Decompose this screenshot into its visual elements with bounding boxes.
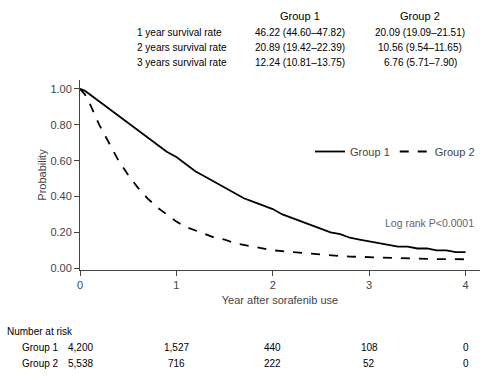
- svg-text:6.76 (5.71–7.90): 6.76 (5.71–7.90): [384, 57, 457, 68]
- svg-text:Year after sorafenib use: Year after sorafenib use: [222, 294, 338, 306]
- svg-text:20.89 (19.42–22.39): 20.89 (19.42–22.39): [255, 42, 345, 53]
- svg-text:3: 3: [366, 279, 372, 291]
- svg-text:0: 0: [77, 279, 83, 291]
- svg-text:222: 222: [264, 358, 281, 369]
- svg-text:108: 108: [361, 342, 378, 353]
- svg-text:Group 2: Group 2: [435, 146, 475, 158]
- svg-text:Group 1: Group 1: [280, 10, 320, 22]
- svg-text:Group 1: Group 1: [22, 342, 59, 353]
- svg-text:Number at risk: Number at risk: [7, 326, 73, 337]
- svg-text:4: 4: [462, 279, 468, 291]
- svg-text:716: 716: [168, 358, 185, 369]
- svg-text:0: 0: [463, 342, 469, 353]
- svg-text:4,200: 4,200: [68, 342, 93, 353]
- svg-text:1 year survival rate: 1 year survival rate: [137, 27, 222, 38]
- svg-text:0.80: 0.80: [50, 119, 71, 131]
- svg-text:46.22 (44.60–47.82): 46.22 (44.60–47.82): [255, 27, 345, 38]
- svg-text:Group 2: Group 2: [22, 358, 59, 369]
- svg-text:1.00: 1.00: [50, 83, 71, 95]
- svg-text:1: 1: [173, 279, 179, 291]
- svg-text:0.00: 0.00: [50, 262, 71, 274]
- svg-text:Group 2: Group 2: [400, 10, 440, 22]
- svg-text:10.56 (9.54–11.65): 10.56 (9.54–11.65): [378, 42, 462, 53]
- svg-text:Log rank P<0.0001: Log rank P<0.0001: [385, 217, 474, 229]
- svg-text:5,538: 5,538: [68, 358, 93, 369]
- svg-text:20.09 (19.09–21.51): 20.09 (19.09–21.51): [375, 27, 465, 38]
- svg-text:3 years survival rate: 3 years survival rate: [137, 57, 227, 68]
- svg-text:2: 2: [270, 279, 276, 291]
- svg-text:52: 52: [363, 358, 375, 369]
- svg-text:440: 440: [264, 342, 281, 353]
- svg-text:0.40: 0.40: [50, 190, 71, 202]
- svg-text:1,527: 1,527: [164, 342, 189, 353]
- svg-text:0: 0: [463, 358, 469, 369]
- svg-text:0.20: 0.20: [50, 226, 71, 238]
- svg-text:Group 1: Group 1: [350, 146, 390, 158]
- svg-text:2 years survival rate: 2 years survival rate: [137, 42, 227, 53]
- svg-text:0.60: 0.60: [50, 155, 71, 167]
- svg-text:Probability: Probability: [36, 149, 48, 201]
- svg-text:12.24 (10.81–13.75): 12.24 (10.81–13.75): [255, 57, 345, 68]
